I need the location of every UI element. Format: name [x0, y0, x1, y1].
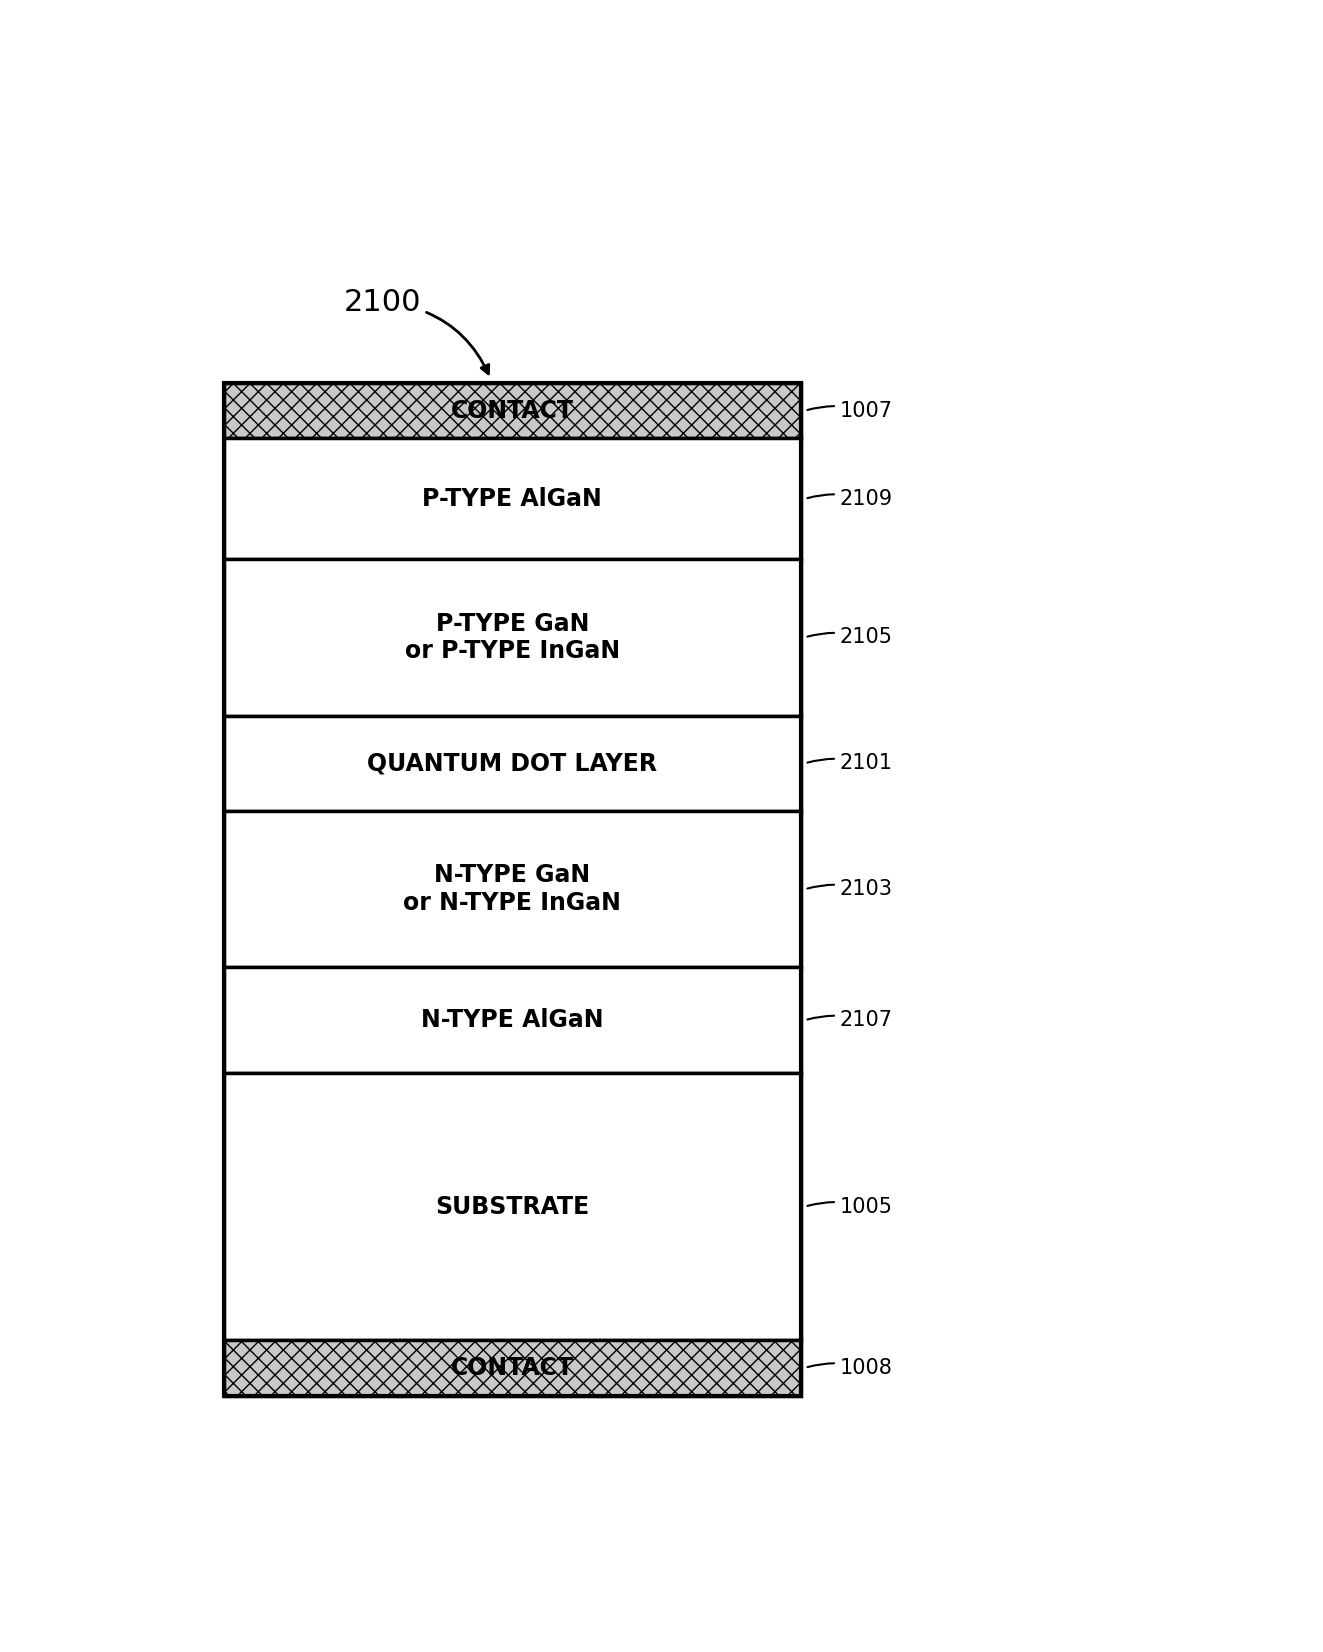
Text: CONTACT: CONTACT — [451, 1356, 574, 1379]
Text: P-TYPE AlGaN: P-TYPE AlGaN — [422, 487, 602, 510]
Text: 2103: 2103 — [807, 879, 893, 899]
Text: N-TYPE GaN
or N-TYPE InGaN: N-TYPE GaN or N-TYPE InGaN — [404, 864, 620, 915]
Bar — [224, 1340, 800, 1396]
Text: CONTACT: CONTACT — [451, 398, 574, 423]
Bar — [224, 383, 800, 438]
Text: 2109: 2109 — [807, 489, 893, 509]
Bar — [224, 1340, 800, 1396]
Text: 2105: 2105 — [807, 628, 893, 648]
Text: N-TYPE AlGaN: N-TYPE AlGaN — [421, 1008, 603, 1032]
Bar — [224, 383, 800, 438]
Text: 1007: 1007 — [807, 401, 893, 421]
Text: 2100: 2100 — [344, 287, 488, 373]
Bar — [224, 1074, 800, 1340]
Bar — [224, 968, 800, 1074]
Bar — [224, 438, 800, 560]
Text: SUBSTRATE: SUBSTRATE — [435, 1194, 589, 1219]
Text: 1008: 1008 — [807, 1358, 893, 1378]
Bar — [224, 560, 800, 715]
Text: 2107: 2107 — [807, 1011, 893, 1031]
Text: 1005: 1005 — [807, 1196, 893, 1216]
Text: QUANTUM DOT LAYER: QUANTUM DOT LAYER — [368, 752, 658, 775]
Text: P-TYPE GaN
or P-TYPE InGaN: P-TYPE GaN or P-TYPE InGaN — [405, 611, 619, 664]
Bar — [224, 383, 800, 1396]
Text: 2101: 2101 — [807, 753, 893, 773]
Bar — [224, 715, 800, 811]
Bar — [224, 811, 800, 968]
